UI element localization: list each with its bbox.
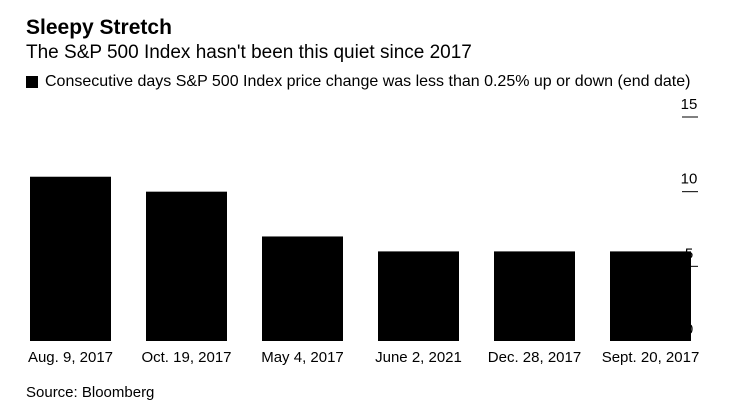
bar-4 [494, 251, 575, 341]
x-tick-label-4: Dec. 28, 2017 [488, 349, 581, 366]
source-note: Source: Bloomberg [26, 384, 155, 401]
x-tick-label-5: Sept. 20, 2017 [602, 349, 700, 366]
y-tick-label-3: 15 [681, 96, 698, 113]
legend-swatch [26, 76, 38, 88]
legend: Consecutive days S&P 500 Index price cha… [26, 71, 690, 93]
x-tick-label-2: May 4, 2017 [261, 349, 344, 366]
x-tick-label-0: Aug. 9, 2017 [28, 349, 113, 366]
x-tick-label-1: Oct. 19, 2017 [141, 349, 231, 366]
bar-0 [30, 176, 111, 341]
x-tick-label-3: June 2, 2021 [375, 349, 462, 366]
chart-subtitle: The S&P 500 Index hasn't been this quiet… [26, 42, 472, 63]
bar-1 [146, 191, 227, 341]
bar-2 [262, 236, 343, 341]
chart-title: Sleepy Stretch [26, 16, 172, 39]
bar-5 [610, 251, 691, 341]
y-tick-label-2: 10 [681, 171, 698, 188]
bar-3 [378, 251, 459, 341]
legend-label: Consecutive days S&P 500 Index price cha… [45, 73, 691, 90]
